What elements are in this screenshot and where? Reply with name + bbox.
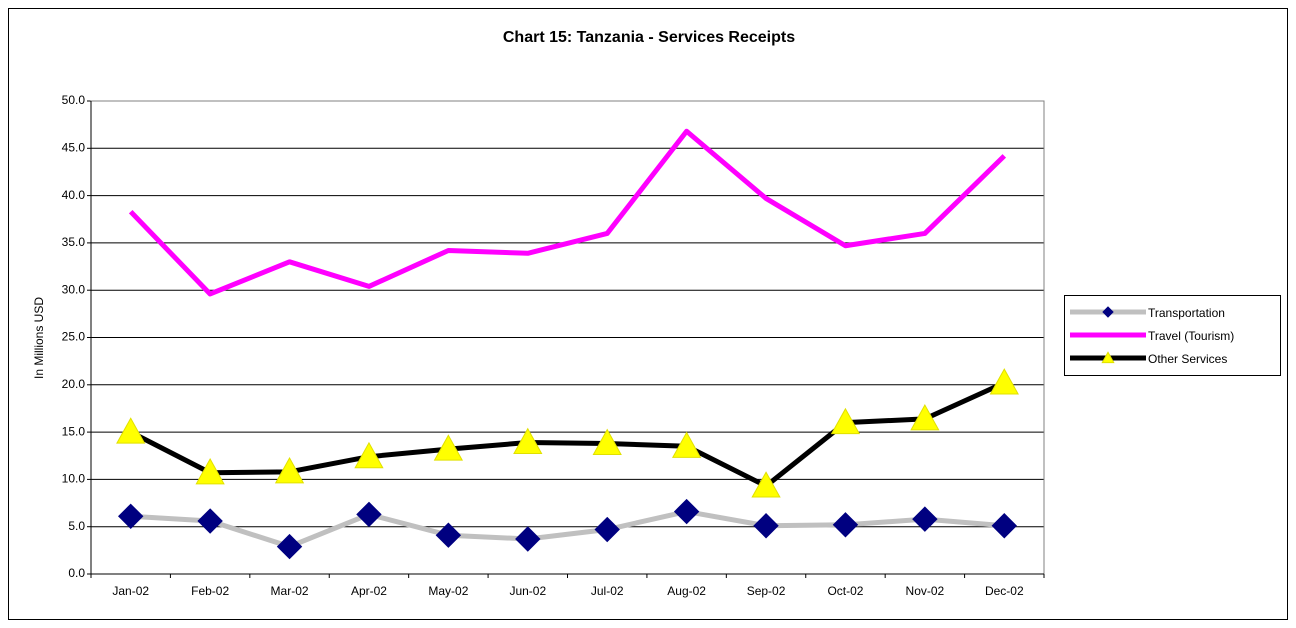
data-point — [832, 512, 859, 538]
x-tick-label: Nov-02 — [906, 584, 945, 598]
x-tick-label: Dec-02 — [985, 584, 1024, 598]
data-point — [274, 457, 305, 484]
data-point — [671, 431, 702, 458]
y-tick-label: 50.0 — [62, 93, 86, 107]
y-tick-label: 45.0 — [62, 140, 86, 154]
data-point — [592, 428, 622, 455]
data-point — [594, 516, 620, 543]
x-tick-label: Apr-02 — [351, 584, 387, 598]
y-tick-label: 20.0 — [62, 377, 86, 391]
legend-label: Other Services — [1148, 352, 1227, 366]
x-tick-label: May-02 — [428, 584, 468, 598]
data-point — [989, 368, 1019, 395]
y-axis-label: In Millions USD — [32, 297, 46, 379]
x-tick-label: Aug-02 — [667, 584, 706, 598]
data-point — [515, 526, 541, 552]
data-point — [435, 522, 462, 548]
series-line — [128, 128, 1007, 297]
y-tick-label: 15.0 — [62, 424, 86, 438]
data-point — [195, 457, 225, 485]
x-tick-label: Oct-02 — [827, 584, 863, 598]
y-tick-label: 40.0 — [62, 188, 86, 202]
chart-title: Chart 15: Tanzania - Services Receipts — [503, 29, 795, 46]
data-point — [118, 503, 144, 530]
x-tick-label: Mar-02 — [271, 584, 309, 598]
legend-label: Transportation — [1148, 306, 1225, 320]
x-tick-label: Jan-02 — [112, 584, 149, 598]
data-point — [433, 434, 464, 461]
x-tick-label: Jul-02 — [591, 584, 624, 598]
y-tick-label: 5.0 — [68, 519, 85, 533]
x-tick-label: Feb-02 — [191, 584, 229, 598]
legend-marker — [1101, 351, 1115, 364]
data-point — [830, 407, 861, 435]
data-point — [354, 441, 384, 469]
data-point — [673, 498, 700, 525]
data-point — [751, 471, 781, 498]
x-tick-label: Jun-02 — [509, 584, 546, 598]
data-point — [910, 404, 940, 431]
y-tick-label: 0.0 — [68, 566, 85, 580]
data-point — [912, 506, 938, 532]
data-point — [513, 427, 543, 455]
series-line — [129, 380, 1006, 489]
legend-marker — [1102, 306, 1114, 318]
data-point — [991, 513, 1017, 539]
x-tick-label: Sep-02 — [747, 584, 786, 598]
y-tick-label: 30.0 — [62, 282, 86, 296]
data-point — [197, 508, 223, 534]
series-line — [130, 509, 1005, 550]
y-tick-label: 10.0 — [62, 472, 86, 486]
data-point — [276, 533, 303, 560]
data-point — [753, 513, 779, 539]
data-point — [116, 417, 146, 444]
y-tick-label: 35.0 — [62, 235, 86, 249]
y-tick-label: 25.0 — [62, 330, 86, 344]
legend-label: Travel (Tourism) — [1148, 329, 1234, 343]
data-point — [356, 501, 382, 528]
